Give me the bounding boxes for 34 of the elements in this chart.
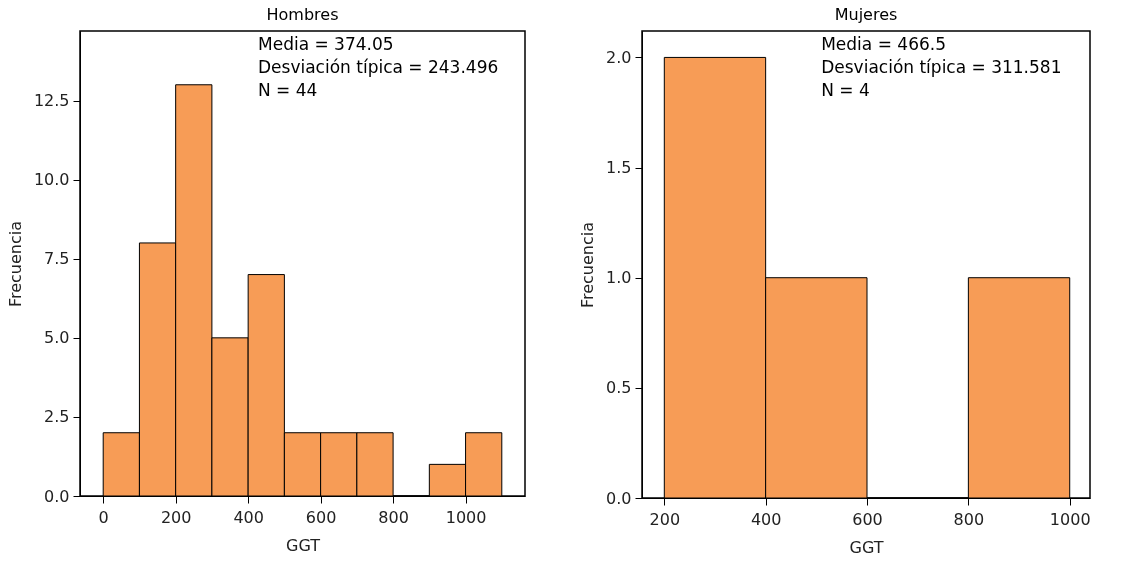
x-tick-label: 800 xyxy=(953,509,985,529)
annotation: N = 4 xyxy=(821,80,870,100)
x-tick-label: 0 xyxy=(98,507,109,527)
x-tick-label: 600 xyxy=(305,507,337,527)
x-tick-label: 400 xyxy=(750,509,782,529)
y-tick-label: 10.0 xyxy=(33,170,70,190)
y-tick-label: 0.0 xyxy=(44,486,70,506)
annotation: Desviación típica = 311.581 xyxy=(821,57,1062,77)
annotation: N = 44 xyxy=(258,80,318,100)
y-tick-label: 0.5 xyxy=(606,378,632,398)
y-tick-label: 5.0 xyxy=(44,328,70,348)
x-tick-label: 800 xyxy=(378,507,409,527)
y-tick-label: 1.0 xyxy=(606,268,632,288)
y-tick-label: 12.5 xyxy=(33,91,70,111)
annotation: Media = 374.05 xyxy=(258,34,394,54)
x-tick-label: 1000 xyxy=(445,507,487,527)
annotation: Media = 466.5 xyxy=(821,34,946,54)
x-tick-label: 1000 xyxy=(1049,509,1091,529)
y-tick-label: 2.0 xyxy=(606,47,632,67)
x-tick-label: 400 xyxy=(233,507,264,527)
x-tick-label: 600 xyxy=(852,509,883,529)
y-tick-label: 2.5 xyxy=(44,407,70,427)
chart-title: Hombres xyxy=(266,5,339,24)
x-axis-title: GGT xyxy=(849,537,884,557)
y-tick-label: 0.0 xyxy=(606,488,632,508)
x-axis-title: GGT xyxy=(286,535,321,555)
x-tick-label: 200 xyxy=(160,507,192,527)
annotation: Desviación típica = 243.496 xyxy=(258,57,499,77)
chart-title: Mujeres xyxy=(834,5,898,24)
y-tick-label: 1.5 xyxy=(606,158,632,178)
y-axis-title: Frecuencia xyxy=(578,221,598,309)
y-axis-title: Frecuencia xyxy=(5,220,25,308)
x-tick-label: 200 xyxy=(649,509,681,529)
y-tick-label: 7.5 xyxy=(44,249,70,269)
